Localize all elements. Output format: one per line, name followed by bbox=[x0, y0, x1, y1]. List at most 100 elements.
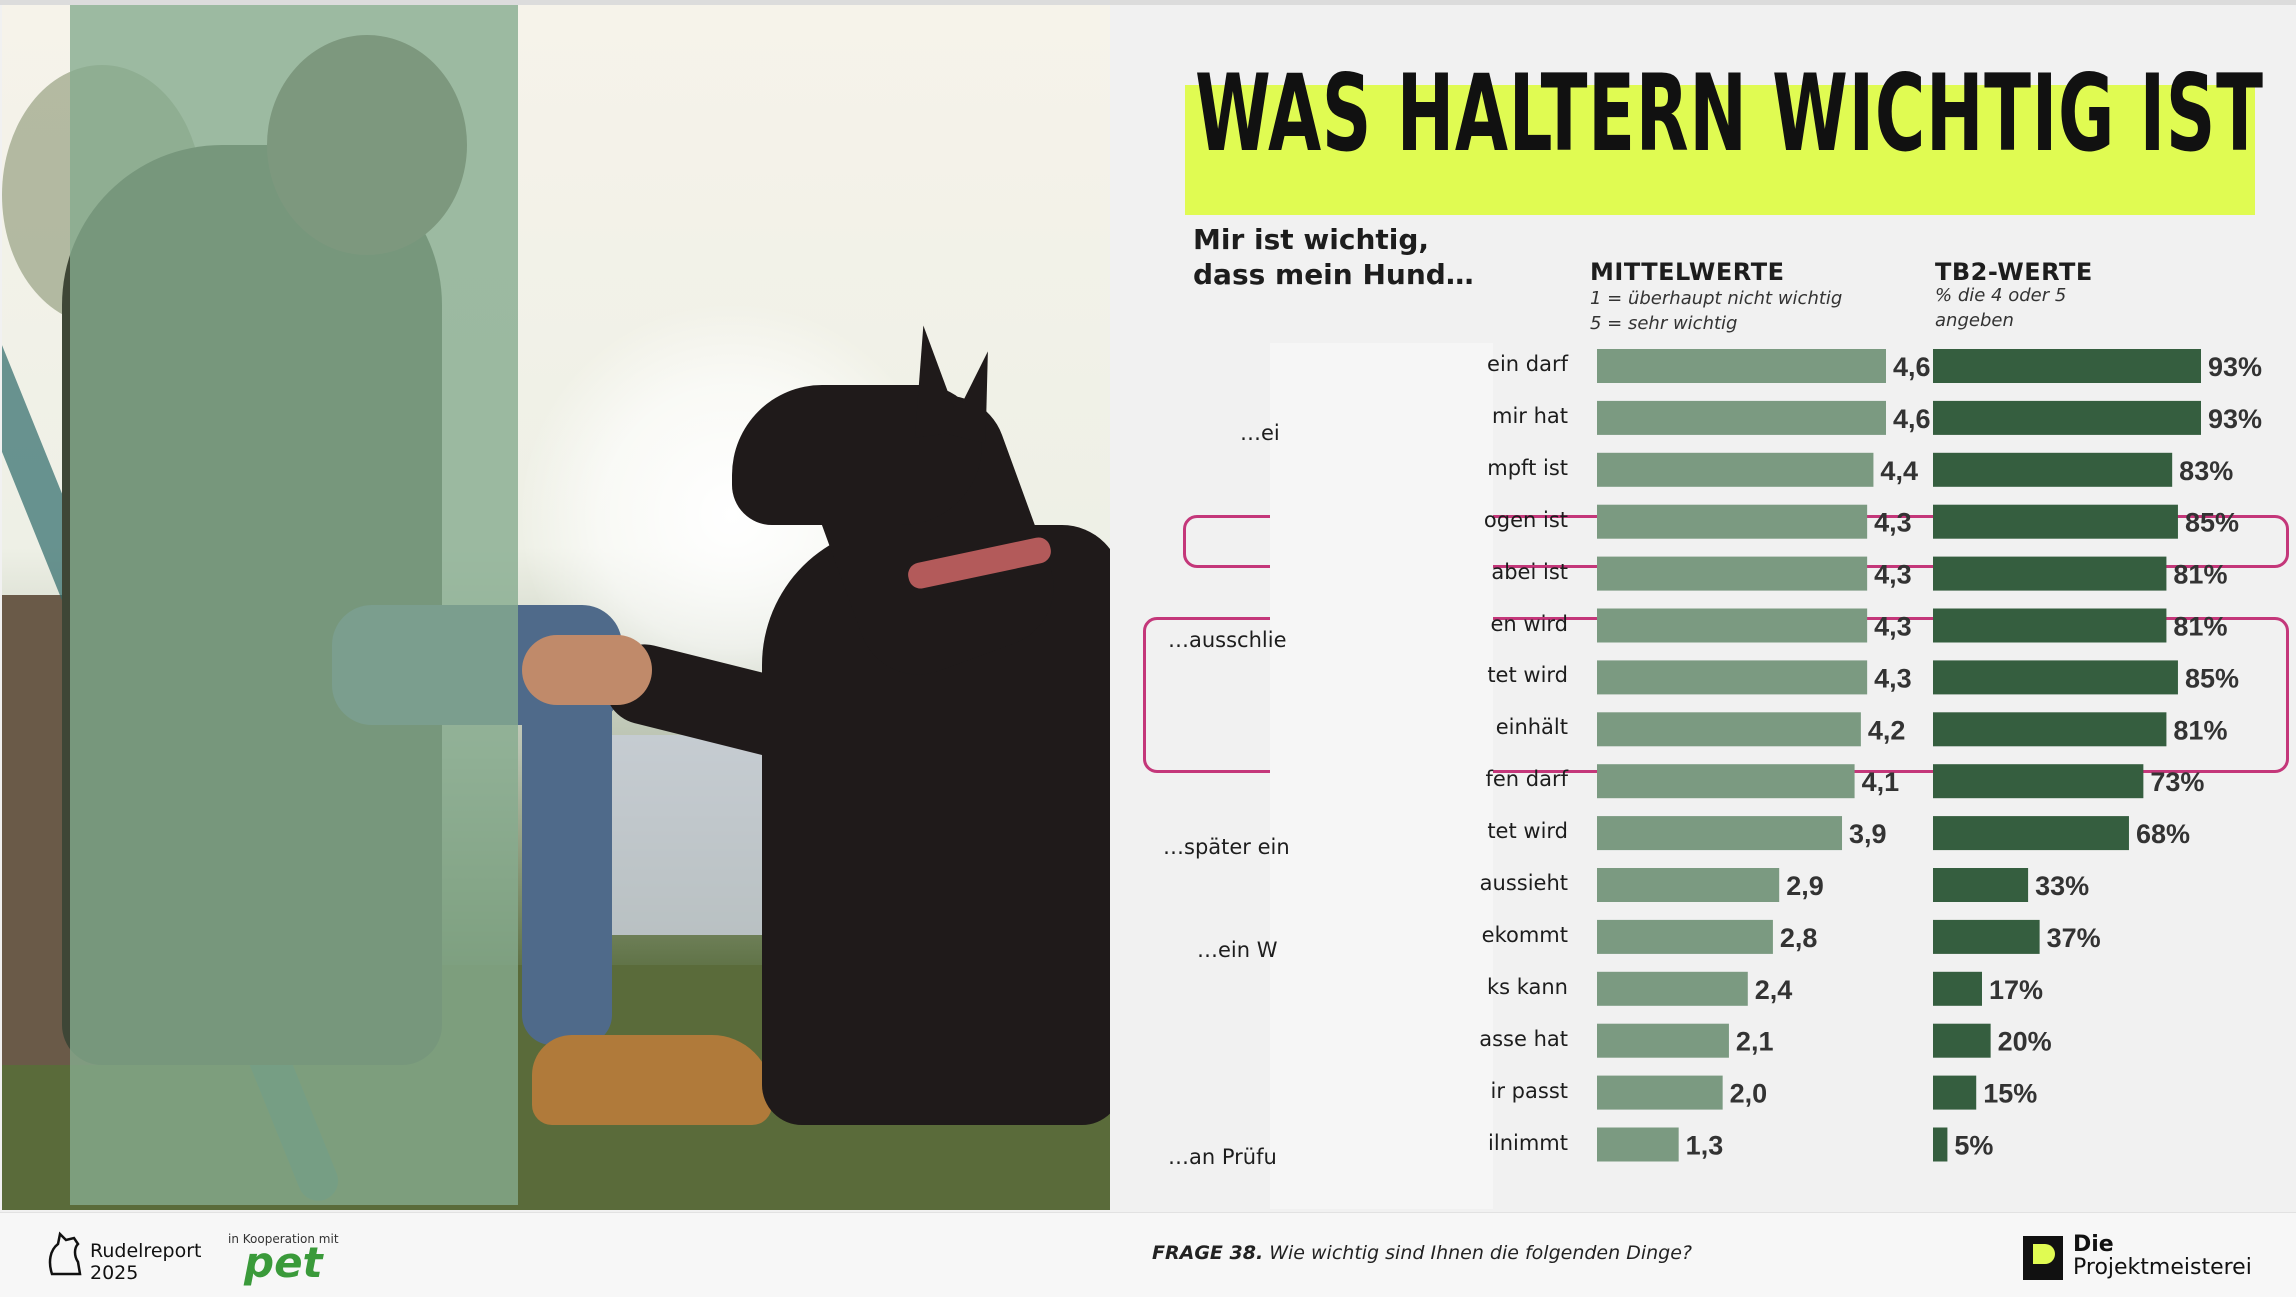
tb2-sub-2: angeben bbox=[1935, 310, 2014, 331]
tb2-bar bbox=[1933, 919, 2040, 954]
tb2-bar bbox=[1933, 1127, 1948, 1162]
tb2-value-label: 93% bbox=[2208, 404, 2262, 434]
lead-line-1: Mir ist wichtig, bbox=[1193, 223, 1430, 256]
green-overlay bbox=[70, 5, 518, 1205]
row-label: mir hat bbox=[1491, 403, 1568, 428]
title-band bbox=[1185, 85, 2255, 215]
mean-bar bbox=[1597, 452, 1874, 487]
tb2-value-label: 85% bbox=[2185, 508, 2239, 538]
mean-bar bbox=[1597, 712, 1861, 747]
tb2-bar bbox=[1933, 556, 2167, 591]
tb2-bar bbox=[1933, 971, 1982, 1006]
tb2-bar bbox=[1933, 608, 2167, 643]
tb2-bar bbox=[1933, 764, 2144, 799]
question-lead: Mir ist wichtig, dass mein Hund… bbox=[1193, 222, 1474, 292]
tb2-sub-1: % die 4 oder 5 bbox=[1935, 285, 2067, 306]
tb2-bar bbox=[1933, 349, 2201, 383]
mean-bar bbox=[1597, 764, 1855, 799]
row-label: ekommt bbox=[1481, 922, 1568, 947]
row-label: ks kann bbox=[1486, 974, 1568, 999]
tb2-bar bbox=[1933, 400, 2201, 435]
mean-bar bbox=[1597, 556, 1868, 591]
row-label: tet wird bbox=[1487, 819, 1568, 844]
question-number: FRAGE 38. bbox=[1152, 1242, 1264, 1264]
mean-value-label: 4,2 bbox=[1868, 715, 1906, 745]
tb2-bar bbox=[1933, 1023, 1991, 1058]
row-label: ilnimmt bbox=[1488, 1130, 1568, 1155]
tb2-value-label: 20% bbox=[1998, 1027, 2052, 1057]
tb2-bar bbox=[1933, 504, 2178, 539]
mean-value-label: 4,4 bbox=[1880, 456, 1918, 486]
row-label: ein darf bbox=[1487, 352, 1568, 376]
row-label: fen darf bbox=[1485, 767, 1568, 792]
left-label-3: …später ein bbox=[1163, 835, 1290, 859]
brand-text: Rudelreport 2025 bbox=[90, 1240, 201, 1284]
cooperation-label: in Kooperation mit bbox=[228, 1232, 339, 1246]
tb2-value-label: 85% bbox=[2185, 663, 2239, 693]
mean-sub-1: 1 = überhaupt nicht wichtig bbox=[1590, 288, 1843, 309]
dog-logo-icon bbox=[48, 1231, 82, 1276]
mean-value-label: 4,1 bbox=[1862, 767, 1900, 797]
mean-bar bbox=[1597, 868, 1780, 902]
row-label: en wird bbox=[1490, 611, 1568, 636]
tb2-value-label: 81% bbox=[2173, 612, 2227, 642]
tb2-column-sub: % die 4 oder 5 angeben bbox=[1935, 283, 2066, 333]
top-rule bbox=[0, 0, 2296, 5]
tb2-value-label: 83% bbox=[2179, 456, 2233, 486]
lead-line-2: dass mein Hund… bbox=[1193, 258, 1474, 291]
row-label: asse hat bbox=[1479, 1026, 1568, 1051]
tb2-bar bbox=[1933, 712, 2167, 747]
brand-line-2: 2025 bbox=[90, 1262, 139, 1284]
tb2-value-label: 37% bbox=[2047, 923, 2101, 953]
mean-bar bbox=[1597, 349, 1886, 383]
row-label: tet wird bbox=[1487, 663, 1568, 688]
mean-value-label: 4,3 bbox=[1874, 663, 1912, 693]
company-line-1: Die bbox=[2073, 1232, 2114, 1257]
row-label: ir passt bbox=[1490, 1078, 1568, 1103]
left-label-4: …ein W bbox=[1197, 938, 1278, 962]
left-label-2: …ausschlie bbox=[1168, 628, 1287, 652]
tb2-column-title: TB2-WERTE bbox=[1935, 258, 2093, 286]
mean-bar bbox=[1597, 608, 1868, 643]
mean-value-label: 2,8 bbox=[1780, 923, 1818, 953]
tb2-value-label: 5% bbox=[1954, 1131, 1993, 1161]
mean-value-label: 4,3 bbox=[1874, 560, 1912, 590]
company-line-2: Projektmeisterei bbox=[2073, 1255, 2252, 1280]
mean-sub-2: 5 = sehr wichtig bbox=[1590, 313, 1738, 334]
mean-value-label: 4,3 bbox=[1874, 612, 1912, 642]
mean-value-label: 4,6 bbox=[1893, 352, 1931, 382]
mean-bar bbox=[1597, 919, 1773, 954]
pet-logo: pet bbox=[244, 1238, 323, 1287]
mean-value-label: 2,4 bbox=[1755, 975, 1793, 1005]
tb2-value-label: 33% bbox=[2035, 871, 2089, 901]
left-label-1: …ei bbox=[1240, 421, 1280, 445]
mean-value-label: 1,3 bbox=[1686, 1131, 1724, 1161]
question-footnote: FRAGE 38. Wie wichtig sind Ihnen die fol… bbox=[1152, 1242, 1692, 1264]
company-name: Die Projektmeisterei bbox=[2073, 1233, 2252, 1279]
mean-bar bbox=[1597, 1075, 1723, 1110]
tb2-value-label: 15% bbox=[1983, 1079, 2037, 1109]
mean-bar bbox=[1597, 816, 1843, 851]
tb2-bar bbox=[1933, 660, 2178, 695]
tb2-value-label: 73% bbox=[2150, 767, 2204, 797]
tb2-value-label: 81% bbox=[2173, 715, 2227, 745]
row-label: ogen ist bbox=[1483, 507, 1568, 532]
mean-bar bbox=[1597, 971, 1748, 1006]
row-label: einhält bbox=[1495, 715, 1568, 740]
mean-bar bbox=[1597, 1127, 1679, 1162]
tb2-value-label: 81% bbox=[2173, 560, 2227, 590]
tb2-value-label: 68% bbox=[2136, 819, 2190, 849]
tb2-value-label: 17% bbox=[1989, 975, 2043, 1005]
mean-value-label: 4,3 bbox=[1874, 508, 1912, 538]
question-text: Wie wichtig sind Ihnen die folgenden Din… bbox=[1263, 1242, 1692, 1264]
mean-column-sub: 1 = überhaupt nicht wichtig 5 = sehr wic… bbox=[1590, 286, 1842, 336]
mean-bar bbox=[1597, 400, 1886, 435]
tb2-bar bbox=[1933, 868, 2029, 902]
footer bbox=[0, 1212, 2296, 1297]
label-panel bbox=[1270, 343, 1493, 1209]
row-label: aussieht bbox=[1479, 871, 1568, 895]
mean-bar bbox=[1597, 660, 1868, 695]
mean-column-title: MITTELWERTE bbox=[1590, 258, 1785, 286]
mean-value-label: 4,6 bbox=[1893, 404, 1931, 434]
